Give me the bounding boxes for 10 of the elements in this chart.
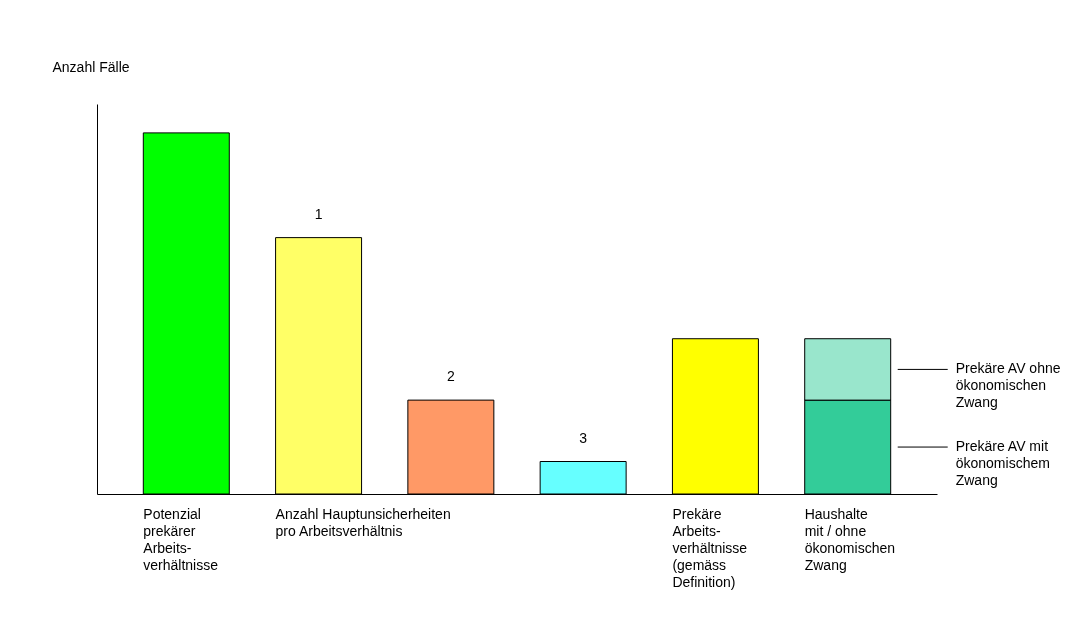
text: 3	[579, 429, 588, 446]
x-tick-label: Potenzial prekärer Arbeits-verhältnisse	[143, 506, 219, 573]
x-tick-label: Prekäre Arbeits-verhältnisse (gemäss Definition)	[672, 506, 748, 590]
y-axis-title: Anzahl Fälle	[52, 58, 130, 75]
legend-label: Prekäre AV ohne ökonomischen Zwang	[955, 360, 1061, 411]
legend-label: Prekäre AV mit ökonomischem Zwang	[955, 438, 1050, 489]
text: 1	[314, 205, 323, 222]
x-tick-label: Haushalte mit / ohne ökonomischen Zwang	[804, 506, 895, 573]
text: 2	[446, 368, 455, 385]
text: Anzahl Hauptunsicherheiten pro Arbeitsverhältnis	[275, 506, 451, 539]
